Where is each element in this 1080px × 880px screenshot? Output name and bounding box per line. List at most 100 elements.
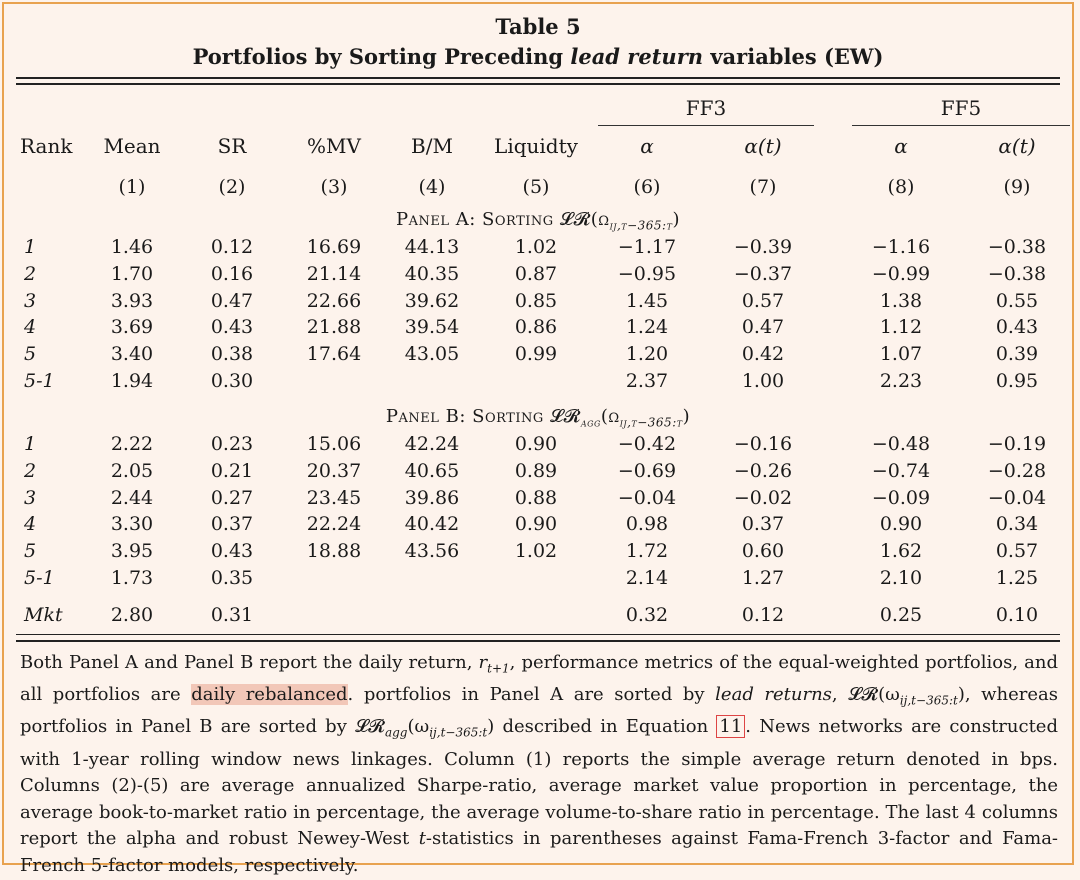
table-cell: 0.95 (972, 370, 1062, 392)
table-cell: −0.02 (718, 487, 808, 509)
table-cell: 0.16 (187, 263, 277, 285)
table-cell: 43.05 (387, 343, 477, 365)
table-cell: 23.45 (289, 487, 379, 509)
table-cell: 0.90 (491, 433, 581, 455)
table-cell: 21.14 (289, 263, 379, 285)
table-cell: 0.55 (972, 290, 1062, 312)
table-cell: −0.04 (602, 487, 692, 509)
equation-link[interactable]: 11 (716, 715, 745, 738)
table-cell: 1.24 (602, 316, 692, 338)
table-caption: Portfolios by Sorting Preceding lead ret… (4, 42, 1072, 72)
table-cell: −0.04 (972, 487, 1062, 509)
table-cell: 1.46 (87, 236, 177, 258)
table-cell: 0.30 (187, 370, 277, 392)
col-sr: SR (187, 134, 277, 158)
table-cell: 2.44 (87, 487, 177, 509)
table-cell: 0.87 (491, 263, 581, 285)
panel-a-label: Panel A: Sorting 𝓛𝓡(ωij,t−365:t) (4, 209, 1072, 233)
col-mean: Mean (87, 134, 177, 158)
table-cell: 0.47 (718, 316, 808, 338)
col-number: (7) (718, 176, 808, 198)
col-rank: Rank (20, 134, 72, 158)
col-liquidity: Liquidty (481, 134, 591, 158)
table-cell: 20.37 (289, 460, 379, 482)
table-cell: 1.45 (602, 290, 692, 312)
table-note: Both Panel A and Panel B report the dail… (20, 650, 1058, 880)
table-cell: 0.90 (856, 513, 946, 535)
table-cell: 0.27 (187, 487, 277, 509)
table-cell: −0.39 (718, 236, 808, 258)
table-cell: −0.19 (972, 433, 1062, 455)
table-cell: 1.73 (87, 567, 177, 589)
rank-label: 3 (24, 290, 36, 312)
table-cell: 0.88 (491, 487, 581, 509)
table-cell: 0.35 (187, 567, 277, 589)
table-cell: −1.16 (856, 236, 946, 258)
table-cell: 1.62 (856, 540, 946, 562)
ff3-header: FF3 (598, 96, 814, 120)
table-cell: 1.25 (972, 567, 1062, 589)
table-cell: 0.34 (972, 513, 1062, 535)
table-cell: 0.23 (187, 433, 277, 455)
table-cell: 21.88 (289, 316, 379, 338)
table-cell: 0.43 (187, 540, 277, 562)
table-cell: 2.22 (87, 433, 177, 455)
col-ff3-alpha: α (602, 134, 692, 158)
table-title: Table 5 Portfolios by Sorting Preceding … (4, 12, 1072, 72)
table-cell: 1.07 (856, 343, 946, 365)
table-cell: 0.99 (491, 343, 581, 365)
table-cell: 1.02 (491, 540, 581, 562)
rank-label: 4 (24, 513, 36, 535)
top-rule-2 (16, 83, 1060, 85)
col-number: (8) (856, 176, 946, 198)
table-cell: 2.80 (87, 604, 177, 626)
rank-label: 5 (24, 540, 36, 562)
table-cell: 1.02 (491, 236, 581, 258)
col-ff5-alpha-t: α(t) (972, 134, 1062, 158)
ff3-rule (598, 125, 814, 126)
table-cell: 42.24 (387, 433, 477, 455)
col-number: (4) (387, 176, 477, 198)
rank-label: 4 (24, 316, 36, 338)
table-cell: −0.16 (718, 433, 808, 455)
table-cell: 0.37 (718, 513, 808, 535)
table-cell: 2.37 (602, 370, 692, 392)
table-cell: −0.38 (972, 263, 1062, 285)
table-cell: 18.88 (289, 540, 379, 562)
table-cell: 0.25 (856, 604, 946, 626)
table-cell: 16.69 (289, 236, 379, 258)
table-cell: 0.86 (491, 316, 581, 338)
col-number: (6) (602, 176, 692, 198)
table-cell: 39.54 (387, 316, 477, 338)
table-cell: −0.74 (856, 460, 946, 482)
table-cell: −0.28 (972, 460, 1062, 482)
table-cell: 0.90 (491, 513, 581, 535)
table-cell: 0.38 (187, 343, 277, 365)
table-cell: 0.43 (187, 316, 277, 338)
table-cell: 2.14 (602, 567, 692, 589)
table-cell: 3.40 (87, 343, 177, 365)
rank-label: 2 (24, 460, 36, 482)
rank-label: 1 (24, 236, 36, 258)
table-cell: 1.27 (718, 567, 808, 589)
table-cell: −0.95 (602, 263, 692, 285)
table-cell: −0.37 (718, 263, 808, 285)
table-cell: 0.37 (187, 513, 277, 535)
table-cell: 0.98 (602, 513, 692, 535)
rank-label: 5-1 (24, 370, 55, 392)
table-cell: 2.10 (856, 567, 946, 589)
table-cell: 1.72 (602, 540, 692, 562)
table-cell: 0.42 (718, 343, 808, 365)
table-cell: 44.13 (387, 236, 477, 258)
table-cell: −0.69 (602, 460, 692, 482)
table-cell: 0.85 (491, 290, 581, 312)
table-cell: 15.06 (289, 433, 379, 455)
table-cell: −0.26 (718, 460, 808, 482)
table-cell: 0.47 (187, 290, 277, 312)
table-cell: 0.32 (602, 604, 692, 626)
table-cell: 40.35 (387, 263, 477, 285)
table-cell: 39.86 (387, 487, 477, 509)
table-cell: 1.20 (602, 343, 692, 365)
bottom-rule-2 (16, 640, 1060, 642)
col-number: (9) (972, 176, 1062, 198)
